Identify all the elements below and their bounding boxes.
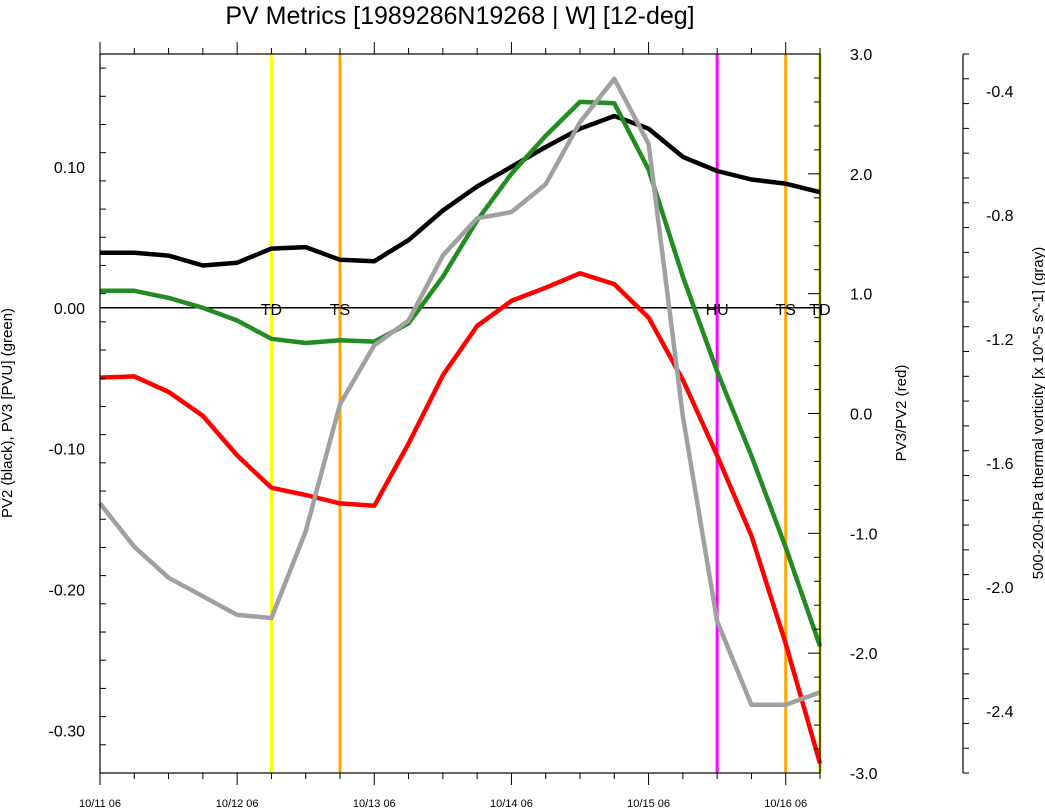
y-right-vorticity-tick-label: -0.8 [986,208,1014,225]
y-right-vorticity-tick-label: -1.6 [986,456,1014,473]
y-left-tick-label: -0.20 [49,583,86,600]
y-right-ratio-tick-label: 3.0 [850,47,872,64]
marker-labels: TD TS HU TS TD [261,302,831,319]
x-tick-label: 10/11 06 [79,798,121,810]
y-right-ratio-tick-label: 2.0 [850,167,872,184]
series-line-2 [99,271,823,765]
marker-label-3: TS [775,302,795,319]
series-line-3 [98,76,821,708]
y-left-tick-label: -0.30 [49,724,86,741]
y-right-vorticity-tick-label: -0.4 [986,84,1014,101]
y-right-vorticity-tick-label: -2.0 [986,580,1014,597]
x-tick-label: 10/16 06 [764,798,807,810]
y-axis-right-vorticity: -0.4 -0.8 -1.2 -1.6 -2.0 -2.4 [962,53,1014,774]
vertical-markers [100,54,822,773]
x-tick-label: 10/14 06 [490,798,533,810]
marker-label-1: TS [330,302,350,319]
y-axis-left: 0.10 0.00 -0.10 -0.20 -0.30 [49,67,106,774]
x-tick-label: 10/15 06 [627,798,670,810]
y-axis-right-vorticity-label: 500-200-hPa thermal vorticity [x 10^-5 s… [1030,247,1045,580]
y-left-tick-label: 0.00 [54,301,85,318]
y-axis-right-ratio-label: PV3/PV2 (red) [893,365,910,462]
y-right-vorticity-tick-label: -1.2 [986,332,1014,349]
x-tick-label: 10/12 06 [216,798,259,810]
series-lines [98,76,823,765]
marker-label-2: HU [706,302,729,319]
y-left-tick-label: -0.10 [49,442,86,459]
chart-title: PV Metrics [1989286N19268 | W] [12-deg] [225,2,694,30]
series-line-1 [100,99,823,647]
series-line-0 [100,113,821,268]
plot-frame [99,53,821,774]
marker-label-0: TD [261,302,282,319]
x-tick-label: 10/13 06 [353,798,396,810]
y-right-ratio-tick-label: -1.0 [850,526,878,543]
y-right-ratio-tick-label: -3.0 [850,766,878,783]
x-axis: 10/11 06 10/12 06 10/13 06 10/14 06 10/15 06… [79,42,821,810]
y-right-ratio-tick-label: -2.0 [850,646,878,663]
y-axis-right-ratio: 3.0 2.0 1.0 0.0 -1.0 -2.0 -3.0 [808,47,878,783]
y-right-ratio-tick-label: 1.0 [850,287,872,304]
y-axis-left-label: PV2 (black), PV3 [PVU] (green) [0,308,16,518]
y-right-ratio-tick-label: 0.0 [850,407,872,424]
y-right-vorticity-tick-label: -2.4 [986,704,1014,721]
y-left-tick-label: 0.10 [54,160,85,177]
